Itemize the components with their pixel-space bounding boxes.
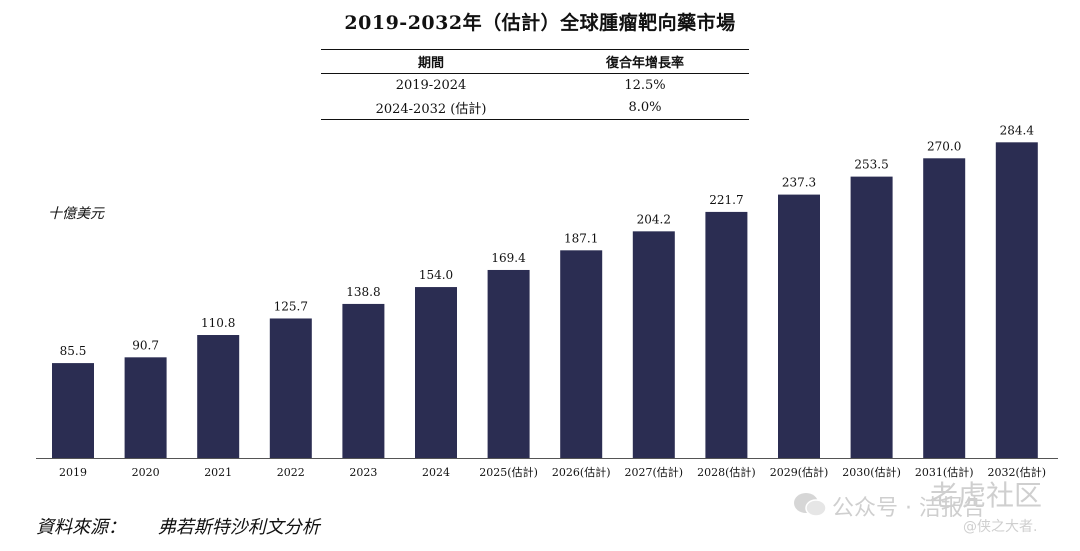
data-label: 204.2: [637, 212, 671, 226]
bar: [52, 363, 94, 458]
chart-title: 2019-2032年（估計）全球腫瘤靶向藥市場: [344, 12, 736, 34]
x-tick-label: 2027(估計): [625, 465, 684, 479]
cagr-table: 期間 復合年增長率 2019-2024 12.5% 2024-2032 (估計)…: [321, 49, 749, 120]
y-axis-unit-label: 十億美元: [48, 206, 104, 222]
bar: [995, 142, 1038, 459]
x-tick-label: 2024: [422, 466, 450, 479]
x-tick-label: 2032(估計): [988, 465, 1047, 479]
x-tick-label: 2028(估計): [697, 465, 756, 479]
bar: [415, 287, 457, 458]
cagr-header-rate: 復合年增長率: [541, 49, 749, 74]
bar: [850, 176, 893, 459]
bar-chart: 85.5 2019 90.7 2020 110.8 2021 125.7 2022 138.8 2…: [36, 125, 1058, 479]
data-label: 138.8: [346, 285, 380, 299]
x-tick-label: 2031(估計): [915, 465, 974, 479]
data-label: 187.1: [564, 231, 598, 245]
data-label: 270.0: [927, 139, 961, 153]
x-tick-label: 2020: [132, 466, 160, 479]
x-tick-label: 2025(估計): [479, 465, 538, 479]
data-label: 90.7: [132, 338, 159, 352]
data-label: 125.7: [274, 299, 308, 313]
source-text: 弗若斯特沙利文分析: [157, 517, 320, 538]
x-tick-label: 2030(估計): [842, 465, 901, 479]
data-label: 85.5: [60, 344, 87, 358]
data-label: 284.4: [1000, 125, 1035, 137]
x-tick-label: 2026(估計): [552, 465, 611, 479]
table-row: 2024-2032 (估計) 8.0%: [321, 96, 749, 120]
wechat-icon: [794, 493, 827, 517]
cagr-rate: 12.5%: [624, 77, 666, 93]
data-label: 169.4: [491, 251, 526, 265]
watermark-brand: 老虎社区: [930, 479, 1043, 512]
source-note: 資料來源： 弗若斯特沙利文分析: [36, 513, 320, 539]
cagr-period: 2024-2032 (估計): [321, 96, 541, 120]
x-tick-label: 2029(估計): [770, 465, 829, 479]
bar: [197, 335, 240, 458]
data-label: 110.8: [201, 316, 235, 330]
data-label: 237.3: [782, 176, 816, 190]
bar: [923, 158, 966, 459]
source-label: 資料來源：: [36, 517, 126, 538]
x-tick-label: 2019: [59, 466, 87, 479]
cagr-table-header: 期間 復合年增長率: [321, 49, 749, 74]
bar: [124, 357, 167, 458]
bar: [778, 194, 820, 459]
bar: [705, 211, 748, 458]
data-label: 154.0: [419, 268, 453, 282]
watermark-wechat: 公众号 · 洁报告: [832, 496, 985, 521]
data-label: 253.5: [854, 158, 888, 172]
cagr-header-period: 期間: [321, 49, 541, 74]
cagr-rate: 8.0%: [541, 96, 749, 120]
x-tick-label: 2021: [204, 466, 232, 479]
watermark-handle: @侠之大者.: [963, 519, 1038, 535]
bar: [269, 318, 312, 458]
bar: [342, 303, 385, 458]
x-tick-label: 2022: [277, 466, 305, 479]
cagr-period: 2019-2024: [395, 77, 467, 93]
bar: [560, 250, 603, 458]
bar: [487, 269, 530, 458]
table-row: 2019-2024 12.5%: [321, 74, 749, 97]
x-tick-label: 2023: [349, 466, 377, 479]
data-label: 221.7: [709, 193, 743, 207]
bar: [632, 231, 675, 458]
